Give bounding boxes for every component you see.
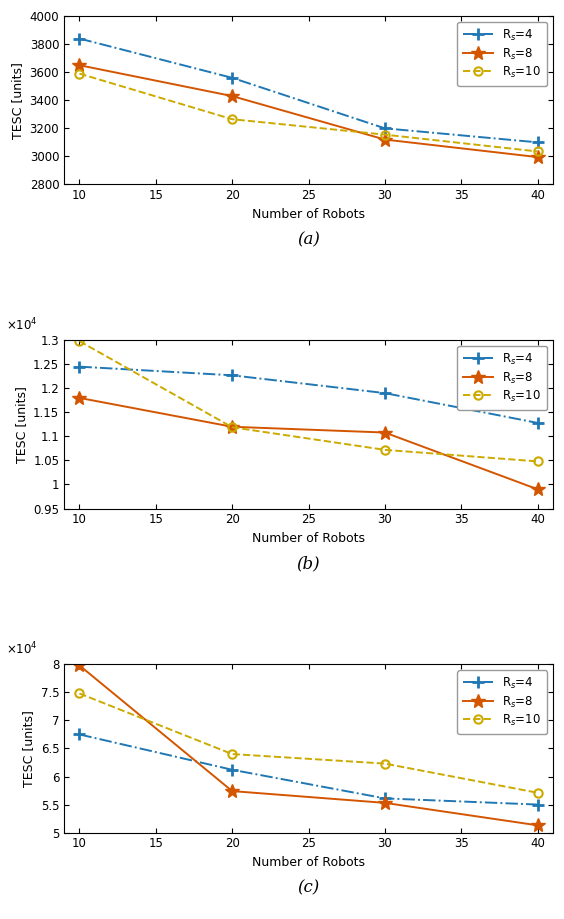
Line: R$_s$=10: R$_s$=10: [75, 70, 542, 155]
R$_s$=8: [229, 421, 236, 432]
R$_s$=10: [76, 335, 83, 346]
R$_s$=4: [76, 33, 83, 44]
Text: $\times10^4$: $\times10^4$: [6, 317, 37, 334]
R$_s$=8: [381, 134, 388, 145]
Line: R$_s$=4: R$_s$=4: [73, 32, 544, 149]
R$_s$=10: [229, 114, 236, 125]
Text: (b): (b): [297, 556, 320, 573]
R$_s$=4: [534, 417, 541, 428]
X-axis label: Number of Robots: Number of Robots: [252, 532, 365, 545]
R$_s$=8: [534, 152, 541, 163]
R$_s$=10: [381, 758, 388, 769]
R$_s$=10: [534, 456, 541, 467]
R$_s$=10: [381, 130, 388, 141]
X-axis label: Number of Robots: Number of Robots: [252, 208, 365, 221]
R$_s$=4: [76, 361, 83, 372]
Legend: R$_s$=4, R$_s$=8, R$_s$=10: R$_s$=4, R$_s$=8, R$_s$=10: [457, 346, 547, 410]
Text: (c): (c): [297, 879, 320, 897]
Line: R$_s$=8: R$_s$=8: [73, 391, 545, 496]
R$_s$=10: [534, 146, 541, 157]
R$_s$=8: [76, 392, 83, 403]
Legend: R$_s$=4, R$_s$=8, R$_s$=10: R$_s$=4, R$_s$=8, R$_s$=10: [457, 22, 547, 86]
R$_s$=4: [381, 123, 388, 134]
Text: (a): (a): [297, 232, 320, 248]
R$_s$=4: [534, 137, 541, 148]
R$_s$=4: [229, 765, 236, 776]
R$_s$=8: [381, 427, 388, 438]
Line: R$_s$=8: R$_s$=8: [73, 58, 545, 164]
Y-axis label: TESC [units]: TESC [units]: [15, 386, 28, 463]
R$_s$=8: [534, 483, 541, 494]
Y-axis label: TESC [units]: TESC [units]: [22, 710, 35, 787]
R$_s$=8: [381, 798, 388, 809]
R$_s$=4: [76, 729, 83, 740]
R$_s$=10: [534, 788, 541, 799]
R$_s$=8: [229, 786, 236, 797]
R$_s$=8: [76, 60, 83, 71]
Line: R$_s$=10: R$_s$=10: [75, 689, 542, 797]
R$_s$=8: [76, 660, 83, 671]
Legend: R$_s$=4, R$_s$=8, R$_s$=10: R$_s$=4, R$_s$=8, R$_s$=10: [457, 670, 547, 734]
Line: R$_s$=8: R$_s$=8: [73, 658, 545, 833]
R$_s$=4: [229, 369, 236, 380]
Y-axis label: TESC [units]: TESC [units]: [11, 62, 24, 139]
R$_s$=4: [381, 793, 388, 804]
R$_s$=4: [381, 388, 388, 399]
R$_s$=10: [229, 422, 236, 433]
Line: R$_s$=4: R$_s$=4: [73, 728, 544, 811]
Line: R$_s$=4: R$_s$=4: [73, 360, 544, 429]
X-axis label: Number of Robots: Number of Robots: [252, 856, 365, 869]
Text: $\times10^4$: $\times10^4$: [6, 641, 37, 658]
R$_s$=4: [229, 73, 236, 84]
R$_s$=10: [229, 749, 236, 760]
R$_s$=10: [76, 688, 83, 699]
R$_s$=10: [76, 68, 83, 79]
Line: R$_s$=10: R$_s$=10: [75, 337, 542, 466]
R$_s$=4: [534, 799, 541, 810]
R$_s$=8: [229, 91, 236, 102]
R$_s$=8: [534, 820, 541, 831]
R$_s$=10: [381, 445, 388, 456]
